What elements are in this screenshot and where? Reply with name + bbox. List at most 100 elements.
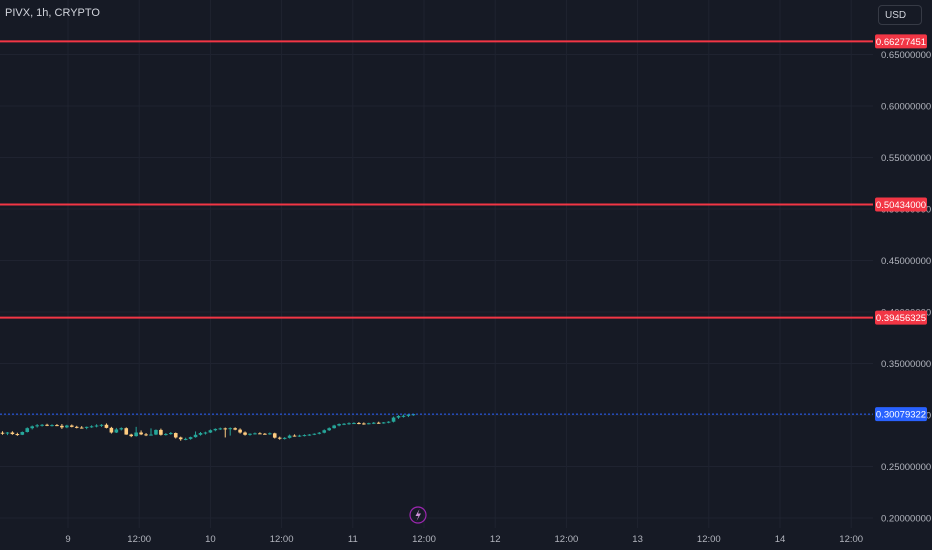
chart-grid — [0, 0, 873, 528]
candle-body — [79, 427, 84, 429]
candle-body — [149, 434, 153, 436]
candle-body — [401, 415, 406, 417]
candle-body — [367, 423, 371, 425]
y-tick-label: 0.20000000 — [881, 514, 931, 525]
y-tick-label: 0.25000000 — [881, 462, 931, 473]
lightning-bolt — [415, 509, 421, 521]
x-tick-label: 12:00 — [839, 534, 863, 545]
horizontal-levels — [0, 40, 873, 415]
candle-body — [60, 425, 64, 428]
candle-body — [159, 429, 163, 435]
candle-body — [104, 424, 109, 428]
candle-body — [347, 423, 351, 425]
candle-body — [70, 425, 74, 427]
level-price-tag — [875, 34, 927, 49]
candle-body — [342, 423, 346, 425]
y-tick-label: 0.45000000 — [881, 256, 931, 267]
candle-body — [94, 425, 99, 427]
currency-button[interactable]: USD — [878, 5, 922, 25]
candle-body — [15, 434, 20, 436]
candle-body — [223, 428, 228, 430]
candle-body — [263, 433, 267, 435]
candle-body — [386, 421, 391, 423]
candle-body — [218, 428, 223, 430]
candle-body — [376, 422, 381, 424]
candle-body — [213, 428, 218, 431]
candle-body — [20, 431, 25, 435]
candle-body — [35, 425, 39, 427]
y-tick-label: 0.65000000 — [881, 50, 931, 61]
candle-body — [332, 425, 336, 429]
candle-body — [144, 434, 148, 436]
candle-body — [114, 429, 119, 433]
candle-body — [371, 422, 376, 424]
x-tick-label: 12:00 — [555, 534, 579, 545]
candle-body — [297, 435, 302, 437]
candle-body — [45, 424, 49, 426]
candle-body — [357, 423, 361, 425]
time-axis: 9 12:00 10 12:00 11 12:00 12 12:00 13 12:00 14 12:0… — [65, 534, 863, 545]
chart-markers — [409, 506, 427, 524]
candle-body — [208, 430, 213, 433]
candle-body — [84, 426, 89, 428]
candle-body — [287, 435, 292, 438]
candle-body — [0, 432, 5, 434]
candle-body — [396, 416, 401, 418]
candle-body — [164, 434, 168, 436]
candle-body — [99, 424, 104, 426]
price-axis: 0.650000000.600000000.550000000.50000000… — [875, 34, 931, 525]
level-price-tag — [875, 197, 927, 212]
y-tick-label: 0.55000000 — [881, 153, 931, 164]
candle-body — [55, 425, 59, 427]
x-tick-label: 12:00 — [697, 534, 721, 545]
level-price-tag — [875, 310, 927, 325]
candle-body — [381, 422, 386, 424]
candle-body — [89, 426, 94, 428]
candle-body — [233, 428, 237, 430]
x-tick-label: 13 — [632, 534, 643, 545]
candle-body — [173, 433, 178, 438]
y-tick-label: 0.35000000 — [881, 359, 931, 370]
candle-body — [248, 433, 252, 435]
candle-body — [406, 414, 411, 416]
candle-body — [198, 433, 203, 435]
x-tick-label: 11 — [348, 534, 358, 545]
candle-body — [139, 432, 143, 435]
candle-body — [312, 433, 317, 435]
candle-body — [272, 433, 277, 438]
candle-body — [282, 437, 287, 439]
candle-body — [183, 438, 188, 440]
candle-body — [228, 428, 232, 430]
candle-body — [327, 428, 331, 431]
candle-body — [124, 428, 129, 435]
x-tick-label: 12 — [490, 534, 501, 545]
candle-body — [40, 424, 44, 426]
x-tick-label: 12:00 — [412, 534, 436, 545]
candle-body — [5, 432, 10, 434]
candle-body — [74, 426, 79, 428]
candle-body — [258, 433, 262, 435]
candle-body — [10, 432, 15, 435]
candle-body — [307, 434, 312, 436]
candles-series — [0, 413, 416, 441]
last-price-label: 0.30079322 — [876, 410, 926, 421]
candle-body — [178, 437, 183, 440]
level-price-label: 0.50434000 — [876, 200, 926, 211]
x-tick-label: 12:00 — [270, 534, 294, 545]
candle-body — [302, 435, 307, 437]
candle-body — [317, 432, 322, 434]
symbol-title: PIVX, 1h, CRYPTO — [5, 7, 100, 19]
x-tick-label: 10 — [205, 534, 216, 545]
candle-body — [203, 432, 208, 434]
candle-body — [134, 432, 138, 437]
candle-body — [50, 425, 54, 427]
candle-body — [65, 425, 69, 428]
candle-body — [129, 434, 133, 437]
last-price-tag — [875, 407, 927, 422]
x-tick-label: 12:00 — [127, 534, 151, 545]
candle-body — [337, 424, 341, 426]
candle-body — [109, 427, 114, 433]
y-tick-label: 0.60000000 — [881, 102, 931, 113]
x-tick-label: 14 — [775, 534, 786, 545]
